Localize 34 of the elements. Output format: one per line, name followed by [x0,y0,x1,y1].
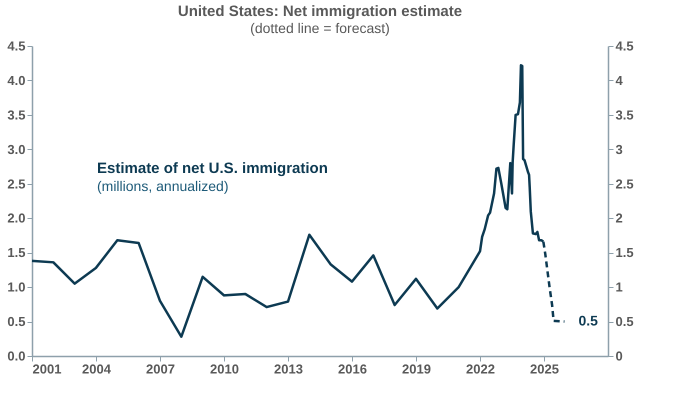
x-tick-label: 2013 [274,362,303,376]
y-tick-label: 2.5 [7,176,26,192]
y2-tick-label: 0.5 [616,314,634,330]
y2-tick-label: 2 [616,210,623,226]
x-tick-label: 2010 [210,362,239,376]
y2-tick-label: 2.5 [616,176,634,192]
annotation: Estimate of net U.S. immigration [97,160,328,177]
y2-tick-label: 4.5 [616,38,634,54]
x-tick-label: 2022 [466,362,495,376]
x-tick-label: 2025 [530,362,559,376]
x-tick-label: 2019 [402,362,431,376]
y2-tick-label: 1.5 [616,245,634,260]
y-tick-label: 0.5 [7,314,26,330]
y-tick-label: 1.0 [7,280,26,295]
y-tick-label: 3.0 [7,142,26,157]
x-tick-label: 2016 [338,362,367,376]
x-tick-label: 2007 [146,362,175,376]
annotation: 0.5 [578,312,598,329]
y2-tick-label: 0 [616,348,623,364]
y2-tick-label: 1 [616,280,623,295]
y-tick-label: 4.5 [7,38,26,54]
y-tick-label: 3.5 [7,107,26,122]
y-tick-label: 0.0 [7,348,26,364]
y2-tick-label: 3 [616,142,623,157]
y2-tick-label: 4 [616,72,624,88]
y-tick-label: 4.0 [7,72,26,88]
y-tick-label: 1.5 [7,245,26,260]
y-tick-label: 2.0 [7,210,26,226]
x-tick-label: 2001 [32,362,62,376]
y2-tick-label: 3.5 [616,107,634,122]
chart-title: United States: Net immigration estimate [178,3,462,20]
x-tick-label: 2004 [82,362,112,376]
chart-subtitle: (dotted line = forecast) [250,20,390,36]
annotation: (millions, annualized) [97,178,229,194]
